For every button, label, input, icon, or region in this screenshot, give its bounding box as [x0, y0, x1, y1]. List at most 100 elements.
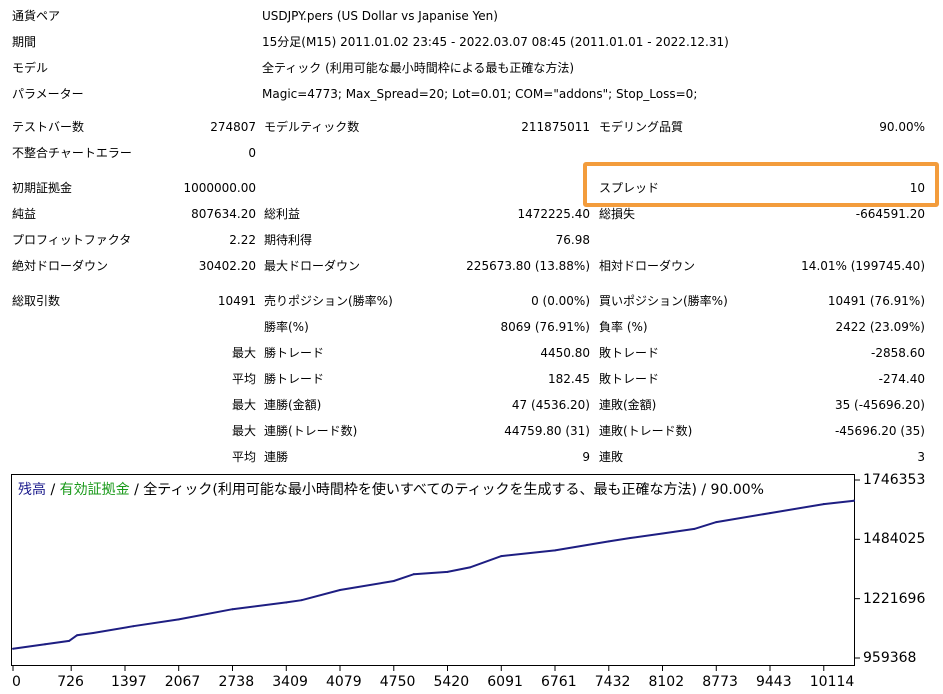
max-consec-amount-loss-value: 35 (-45696.20) [834, 398, 925, 412]
balance-point [553, 549, 556, 552]
abs-dd-label: 絶対ドローダウン [12, 259, 109, 273]
net-profit-value: 807634.20 [191, 207, 256, 221]
balance-point [68, 639, 71, 642]
max-dd-value: 225673.80 (13.88%) [466, 259, 590, 273]
mismatch-value: 0 [248, 146, 256, 160]
chart-title-balance: 残高 [18, 482, 46, 498]
x-tick-label: 8773 [702, 674, 738, 690]
bars-value: 274807 [210, 120, 256, 134]
largest-loss-label: 敗トレード [599, 346, 660, 360]
balance-point [500, 555, 503, 558]
currency-pair-label: 通貨ペア [12, 9, 61, 23]
x-tick-label: 6761 [540, 674, 577, 690]
mismatch-label: 不整合チャートエラー [12, 146, 132, 160]
max-consec-amount-win-label: 連勝(金額) [264, 398, 322, 412]
x-tick-label: 4079 [325, 674, 362, 690]
average-win-label: 勝トレード [264, 372, 325, 386]
x-tick-label: 726 [57, 674, 84, 690]
chart-title: 残高 / 有効証拠金 / 全ティック(利用可能な最小時間枠を使いすべてのティック… [18, 481, 764, 499]
expected-payoff-label: 期待利得 [264, 233, 313, 247]
balance-point [285, 601, 288, 604]
balance-point [338, 589, 341, 592]
spread-value: 10 [909, 181, 925, 195]
win-rate-label: 勝率(%) [264, 320, 309, 334]
x-tick-label: 0 [12, 674, 21, 690]
max-consec-count-win-value: 44759.80 (31) [504, 424, 590, 438]
largest-win-value: 4450.80 [540, 346, 590, 360]
gross-loss-label: 総損失 [599, 207, 636, 221]
max-consec-amount-prefix: 最大 [231, 398, 256, 412]
max-consec-count-loss-value: -45696.20 (35) [834, 424, 925, 438]
balance-point [468, 566, 471, 569]
balance-point [231, 608, 234, 611]
x-tick-label: 7432 [594, 674, 631, 690]
average-loss-value: -274.40 [878, 372, 925, 386]
rel-dd-value: 14.01% (199745.40) [801, 259, 925, 273]
ticks-value: 211875011 [521, 120, 590, 134]
bars-label: テストバー数 [12, 120, 85, 134]
long-pos-value: 10491 (76.91%) [827, 294, 925, 308]
balance-point [44, 643, 47, 646]
balance-point [392, 579, 395, 582]
rel-dd-label: 相対ドローダウン [599, 259, 696, 273]
largest-loss-value: -2858.60 [871, 346, 925, 360]
avg-consec-win-label: 連勝 [264, 450, 289, 464]
average-loss-label: 敗トレード [599, 372, 660, 386]
avg-consec-win-value: 9 [582, 450, 590, 464]
parameters-label: パラメーター [12, 87, 84, 101]
balance-point [177, 618, 180, 621]
net-profit-label: 純益 [12, 207, 37, 221]
expected-payoff-value: 76.98 [555, 233, 590, 247]
balance-point [715, 521, 718, 524]
balance-point [693, 527, 696, 530]
quality-value: 90.00% [879, 120, 925, 134]
y-tick-label: 959368 [863, 650, 917, 666]
total-trades-value: 10491 [217, 294, 256, 308]
profit-factor-label: プロフィットファクタ [12, 233, 132, 247]
balance-point [446, 570, 449, 573]
balance-point [629, 536, 632, 539]
x-tick-label: 9443 [755, 674, 792, 690]
balance-point [412, 573, 415, 576]
balance-point [822, 503, 825, 506]
largest-prefix: 最大 [231, 346, 256, 360]
abs-dd-value: 30402.20 [198, 259, 256, 273]
balance-chart-frame [11, 474, 855, 666]
balance-point [768, 512, 771, 515]
max-consec-amount-loss-label: 連敗(金額) [599, 398, 657, 412]
parameters-value: Magic=4773; Max_Spread=20; Lot=0.01; COM… [262, 87, 698, 101]
max-consec-count-prefix: 最大 [231, 424, 256, 438]
model-label: モデル [12, 61, 49, 75]
balance-point [300, 599, 303, 602]
average-win-value: 182.45 [548, 372, 590, 386]
chart-title-rest: / 全ティック(利用可能な最小時間枠を使いすべてのティックを生成する、最も正確な… [129, 482, 764, 498]
balance-line [12, 499, 855, 650]
balance-point [92, 631, 95, 634]
deposit-value: 1000000.00 [183, 181, 256, 195]
period-value: 15分足(M15) 2011.01.02 23:45 - 2022.03.07 … [262, 35, 729, 49]
balance-point [661, 532, 664, 535]
balance-point [12, 647, 14, 650]
largest-win-label: 勝トレード [264, 346, 325, 360]
long-pos-label: 買いポジション(勝率%) [599, 294, 728, 308]
balance-point [132, 625, 135, 628]
max-consec-count-loss-label: 連敗(トレード数) [599, 424, 693, 438]
balance-point [607, 540, 610, 543]
balance-point [853, 499, 855, 502]
short-pos-value: 0 (0.00%) [531, 294, 590, 308]
y-tick-label: 1221696 [863, 590, 926, 607]
chart-title-equity: 有効証拠金 [59, 482, 130, 498]
avg-consec-prefix: 平均 [231, 450, 256, 464]
currency-pair-value: USDJPY.pers (US Dollar vs Japanise Yen) [262, 9, 498, 23]
y-tick-label: 1484025 [863, 531, 926, 548]
quality-label: モデリング品質 [599, 120, 684, 134]
x-tick-label: 3409 [272, 674, 308, 690]
loss-rate-label: 負率 (%) [599, 320, 648, 334]
y-tick-label: 1746353 [863, 472, 926, 488]
spread-label: スプレッド [599, 181, 660, 195]
x-tick-label: 4750 [379, 674, 416, 690]
loss-rate-value: 2422 (23.09%) [835, 320, 925, 334]
profit-factor-value: 2.22 [229, 233, 256, 247]
gross-profit-value: 1472225.40 [517, 207, 590, 221]
